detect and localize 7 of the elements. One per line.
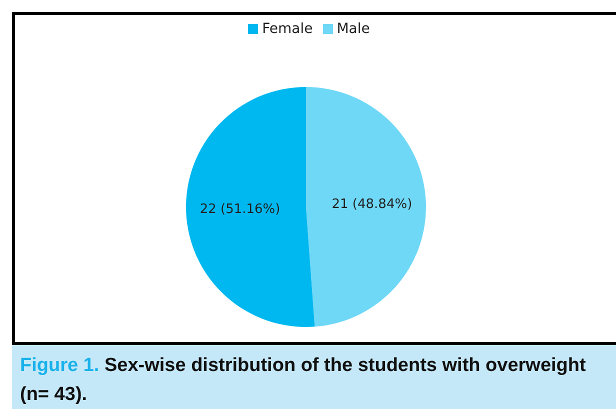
data-label: 22 (51.16%) <box>200 202 280 217</box>
caption: Figure 1. Sex-wise distribution of the students with overweight (n= 43). <box>20 355 586 405</box>
data-label: 21 (48.84%) <box>332 197 412 212</box>
legend-label: Male <box>336 21 370 37</box>
legend-label: Female <box>262 21 313 37</box>
pie-slice <box>186 87 315 327</box>
pie-slice <box>306 87 426 327</box>
